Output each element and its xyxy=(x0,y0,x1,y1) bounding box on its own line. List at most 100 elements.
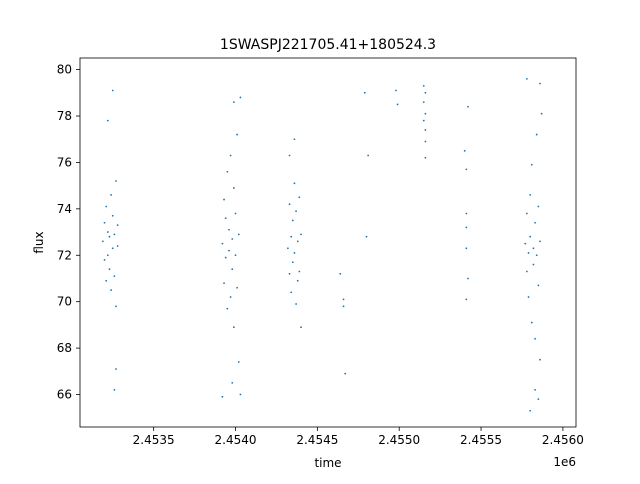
data-point xyxy=(116,224,119,226)
data-point xyxy=(532,247,535,250)
chart-title: 1SWASPJ221705.41+180524.3 xyxy=(220,37,436,53)
data-point xyxy=(395,89,397,92)
data-point xyxy=(113,275,116,278)
data-point xyxy=(113,233,116,236)
x-tick-label: 2.4560 xyxy=(542,433,584,447)
data-point xyxy=(232,326,235,329)
data-point xyxy=(300,326,302,329)
data-point xyxy=(424,91,427,94)
data-point xyxy=(288,203,291,206)
points-layer xyxy=(102,77,543,412)
x-tick-label: 2.4555 xyxy=(460,433,502,447)
data-point xyxy=(467,277,469,280)
data-point xyxy=(106,231,109,233)
data-point xyxy=(224,217,227,220)
data-point xyxy=(102,240,104,243)
data-point xyxy=(530,321,533,324)
data-point xyxy=(237,361,240,363)
data-point xyxy=(232,187,235,189)
data-point xyxy=(295,210,297,213)
data-point xyxy=(525,270,528,273)
data-point xyxy=(224,256,227,259)
x-tick-label: 2.4535 xyxy=(133,433,175,447)
data-point xyxy=(103,221,106,224)
y-tick-label: 76 xyxy=(57,155,72,169)
data-point xyxy=(103,259,106,261)
data-point xyxy=(295,303,297,305)
y-tick-label: 66 xyxy=(57,388,72,402)
data-point xyxy=(424,140,427,143)
data-point xyxy=(223,282,225,285)
data-point xyxy=(534,388,536,391)
data-point xyxy=(221,242,224,245)
data-point xyxy=(365,235,368,238)
y-tick-label: 70 xyxy=(57,295,72,309)
data-point xyxy=(537,205,540,208)
data-point xyxy=(363,91,366,94)
data-point xyxy=(396,103,399,106)
data-point xyxy=(293,252,296,254)
data-point xyxy=(529,194,532,196)
x-axis-label: time xyxy=(314,456,341,470)
data-point xyxy=(111,89,114,92)
data-point xyxy=(344,372,347,375)
data-point xyxy=(115,305,117,308)
data-point xyxy=(106,119,109,122)
data-point xyxy=(286,247,289,250)
data-point xyxy=(105,205,108,208)
x-tick-label: 2.4545 xyxy=(296,433,338,447)
data-point xyxy=(422,84,425,87)
plot-frame xyxy=(79,57,577,428)
data-point xyxy=(290,235,293,238)
data-point xyxy=(226,307,229,310)
data-point xyxy=(231,238,234,240)
data-point xyxy=(529,409,532,412)
data-point xyxy=(529,235,532,238)
data-point xyxy=(300,233,302,236)
data-point xyxy=(539,358,541,361)
x-axis-offset-label: 1e6 xyxy=(553,455,576,469)
data-point xyxy=(422,119,425,122)
data-point xyxy=(540,112,543,115)
data-point xyxy=(298,270,301,273)
data-point xyxy=(342,298,345,301)
data-point xyxy=(424,129,427,131)
data-point xyxy=(465,168,468,171)
data-point xyxy=(237,233,240,236)
data-point xyxy=(422,101,425,103)
data-point xyxy=(290,291,293,294)
x-tick-label: 2.4550 xyxy=(378,433,420,447)
data-point xyxy=(239,393,242,396)
ticks-layer: 2.4535 2.4540 2.4545 2.4550 2.4555 2.4560 66 68… xyxy=(57,63,584,447)
data-point xyxy=(228,249,230,252)
data-point xyxy=(115,180,117,182)
data-point xyxy=(525,77,528,80)
data-point xyxy=(532,263,535,266)
data-point xyxy=(236,286,239,289)
data-point xyxy=(535,133,538,136)
data-point xyxy=(111,214,114,217)
data-point xyxy=(467,105,469,108)
data-point xyxy=(110,194,112,196)
data-point xyxy=(293,182,296,185)
data-point xyxy=(116,245,119,247)
y-tick-label: 80 xyxy=(57,63,72,77)
data-point xyxy=(525,212,528,215)
data-point xyxy=(108,235,111,238)
data-point xyxy=(113,388,116,391)
data-point xyxy=(530,163,533,166)
data-point xyxy=(537,284,540,287)
data-point xyxy=(291,261,294,264)
data-point xyxy=(424,156,427,159)
data-point xyxy=(537,398,540,401)
data-point xyxy=(465,298,468,301)
y-tick-label: 68 xyxy=(57,341,72,355)
data-point xyxy=(288,154,291,157)
data-point xyxy=(232,101,235,103)
data-point xyxy=(539,82,541,85)
data-point xyxy=(465,212,468,215)
data-point xyxy=(226,170,229,173)
